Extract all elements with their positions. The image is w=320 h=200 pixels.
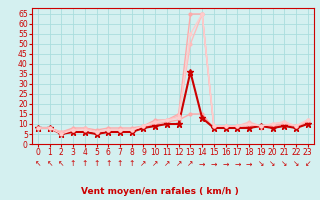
Text: ↗: ↗ — [140, 160, 147, 168]
Text: ↑: ↑ — [129, 160, 135, 168]
Text: →: → — [246, 160, 252, 168]
Text: ↘: ↘ — [269, 160, 276, 168]
Text: ↖: ↖ — [58, 160, 65, 168]
Text: ↙: ↙ — [305, 160, 311, 168]
Text: ↖: ↖ — [46, 160, 53, 168]
Text: ↘: ↘ — [293, 160, 299, 168]
Text: ↗: ↗ — [152, 160, 158, 168]
Text: ↗: ↗ — [187, 160, 194, 168]
Text: ↑: ↑ — [117, 160, 123, 168]
Text: ↖: ↖ — [35, 160, 41, 168]
Text: ↘: ↘ — [281, 160, 287, 168]
Text: ↑: ↑ — [105, 160, 111, 168]
Text: ↑: ↑ — [82, 160, 88, 168]
Text: →: → — [211, 160, 217, 168]
Text: ↗: ↗ — [164, 160, 170, 168]
Text: ↑: ↑ — [70, 160, 76, 168]
Text: →: → — [234, 160, 241, 168]
Text: →: → — [222, 160, 229, 168]
Text: ↘: ↘ — [258, 160, 264, 168]
Text: ↑: ↑ — [93, 160, 100, 168]
Text: Vent moyen/en rafales ( km/h ): Vent moyen/en rafales ( km/h ) — [81, 188, 239, 196]
Text: ↗: ↗ — [175, 160, 182, 168]
Text: →: → — [199, 160, 205, 168]
